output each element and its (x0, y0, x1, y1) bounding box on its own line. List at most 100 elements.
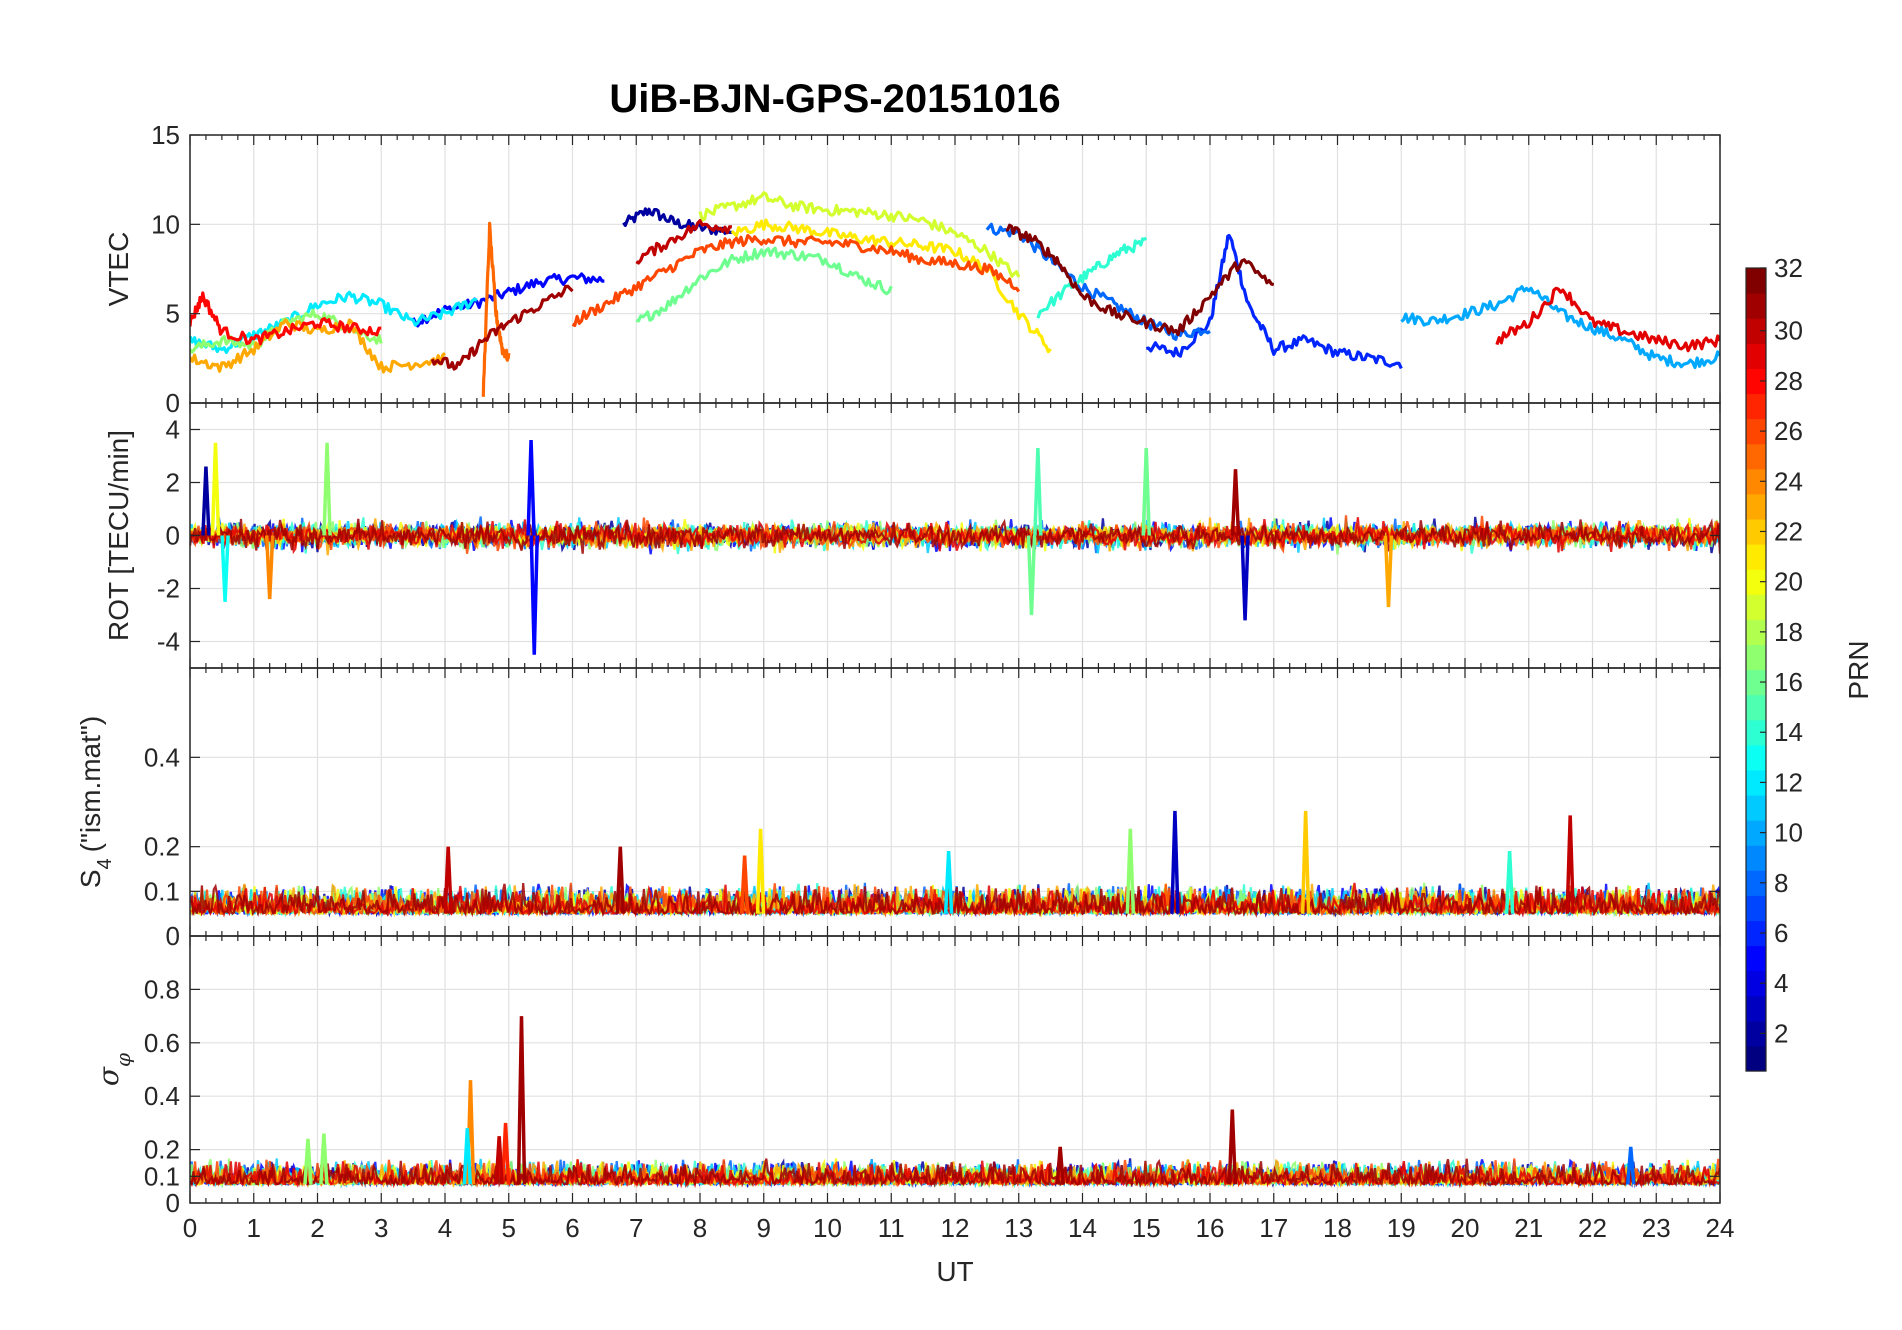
colorbar-segment (1746, 644, 1766, 671)
colorbar-segment (1746, 920, 1766, 947)
colorbar-segment (1746, 719, 1766, 746)
colorbar-tick-label: 32 (1774, 253, 1803, 283)
x-tick-label: 6 (565, 1213, 579, 1243)
data-lines (190, 440, 1720, 655)
colorbar-segment (1746, 468, 1766, 495)
vtec-series-prn-30 (635, 219, 733, 265)
colorbar-tick-label: 30 (1774, 316, 1803, 346)
colorbar-tick-label: 10 (1774, 818, 1803, 848)
y-axis-label-sub: 4 (94, 858, 116, 869)
rot-trace-prn-31 (190, 518, 1720, 554)
y-axis-label-sub: φ (111, 1053, 135, 1067)
y-tick-label: 0 (166, 1188, 180, 1218)
panel-sigma_phi: 00.10.20.40.60.80 1 2 3 4 5 6 7 8 9 10 11 12 13 14 15 16… (92, 935, 1734, 1287)
x-tick-label: 5 (502, 1213, 516, 1243)
y-tick-label: 0.6 (144, 1028, 180, 1058)
s4-spike-prn-22 (1300, 810, 1311, 914)
y-tick-label: 0.1 (144, 876, 180, 906)
rot-spike-prn-2 (201, 466, 211, 536)
x-tick-label: 12 (941, 1213, 970, 1243)
colorbar-segment (1746, 744, 1766, 771)
x-tick-label: 3 (374, 1213, 388, 1243)
colorbar-segment (1746, 945, 1766, 972)
colorbar-tick-label: 16 (1774, 667, 1803, 697)
y-tick-label: -4 (157, 627, 180, 657)
colorbar-segment (1746, 970, 1766, 997)
colorbar-segment (1746, 569, 1766, 595)
colorbar-segment (1746, 619, 1766, 646)
colorbar-tick-label: 18 (1774, 617, 1803, 647)
colorbar-segment (1746, 694, 1766, 721)
vtec-series-prn-8 (985, 222, 1211, 341)
s4-spike-prn-30 (1565, 815, 1575, 914)
colorbar-segment (1746, 820, 1766, 846)
colorbar-segment (1746, 794, 1766, 821)
x-axis-label: UT (936, 1256, 973, 1287)
rot-spike-prn-24 (264, 535, 275, 600)
y-tick-label: 0.2 (144, 832, 180, 862)
x-tick-label: 10 (813, 1213, 842, 1243)
colorbar-tick-label: 2 (1774, 1018, 1788, 1048)
y-tick-label: -2 (157, 574, 180, 604)
x-tick-label: 20 (1451, 1213, 1480, 1243)
panel-rot: -4 -2 0 2 4 ROT [TECU/min] (103, 402, 1721, 669)
colorbar-segment (1746, 870, 1766, 896)
colorbar-segment (1746, 594, 1766, 620)
sigma_phi-spike-prn-31 (1055, 1146, 1065, 1185)
s4-spike-prn-14 (1504, 851, 1515, 914)
colorbar-segment (1746, 669, 1766, 696)
x-tick-label: 17 (1259, 1213, 1288, 1243)
colorbar-segment (1746, 268, 1766, 294)
vtec-series-prn-32 (1005, 223, 1275, 337)
colorbar-tick-label: 4 (1774, 968, 1788, 998)
colorbar-frame (1745, 267, 1767, 1072)
x-tick-label: 7 (629, 1213, 643, 1243)
colorbar-segment (1746, 393, 1766, 420)
colorbar-segment (1746, 293, 1766, 319)
colorbar-segment (1746, 769, 1766, 796)
sigma_phi-spike-prn-8 (1626, 1146, 1636, 1185)
rot-spike-prn-20 (210, 442, 221, 536)
colorbar-segment (1746, 1045, 1766, 1072)
x-tick-label: 0 (183, 1213, 197, 1243)
sigma_phi-spike-prn-17 (303, 1138, 313, 1185)
vtec-series-prn-31 (430, 284, 574, 371)
rot-spike-prn-16 (1026, 535, 1037, 616)
colorbar-tick-label: 6 (1774, 918, 1788, 948)
colorbar-segment (1746, 845, 1766, 871)
colorbar-tick-label: 24 (1774, 466, 1803, 496)
ticks: 0 0.1 0.2 0.4 (144, 668, 1721, 951)
colorbar-segment (1746, 443, 1766, 470)
sigma_phi-spike-prn-30 (494, 1136, 504, 1185)
vtec-series-prn-16 (635, 246, 893, 323)
vtec-series-prn-26 (571, 234, 1021, 327)
vtec-series-prn-29 (1495, 286, 1720, 353)
colorbar-tick-label: 20 (1774, 567, 1803, 597)
y-tick-label: 10 (151, 209, 180, 239)
colorbar-tick-label: 28 (1774, 366, 1803, 396)
y-tick-label: 0.1 (144, 1161, 180, 1191)
data-lines (190, 1016, 1720, 1189)
ticks: 00.10.20.40.60.80 1 2 3 4 5 6 7 8 9 10 11 12 13 14 15 16… (144, 936, 1734, 1243)
colorbar-tick-label: 8 (1774, 868, 1788, 898)
rot-spike-prn-23 (1383, 535, 1394, 608)
x-tick-label: 13 (1004, 1213, 1033, 1243)
s4-spike-prn-12 (943, 851, 954, 914)
vtec-series-prn-2 (622, 207, 732, 236)
colorbar-segment (1746, 493, 1766, 520)
x-tick-label: 1 (247, 1213, 261, 1243)
x-tick-label: 14 (1068, 1213, 1097, 1243)
vtec-series-prn-12 (190, 290, 478, 354)
colorbar-segment (1746, 1020, 1766, 1047)
x-tick-label: 22 (1578, 1213, 1607, 1243)
vtec-series-prn-6 (1145, 233, 1403, 370)
y-axis-label: S4 ("ism.mat") (75, 716, 116, 888)
x-tick-label: 16 (1196, 1213, 1225, 1243)
x-tick-label: 2 (310, 1213, 324, 1243)
x-tick-label: 21 (1514, 1213, 1543, 1243)
colorbar-label: PRN (1843, 640, 1874, 699)
colorbar-segment (1746, 995, 1766, 1022)
